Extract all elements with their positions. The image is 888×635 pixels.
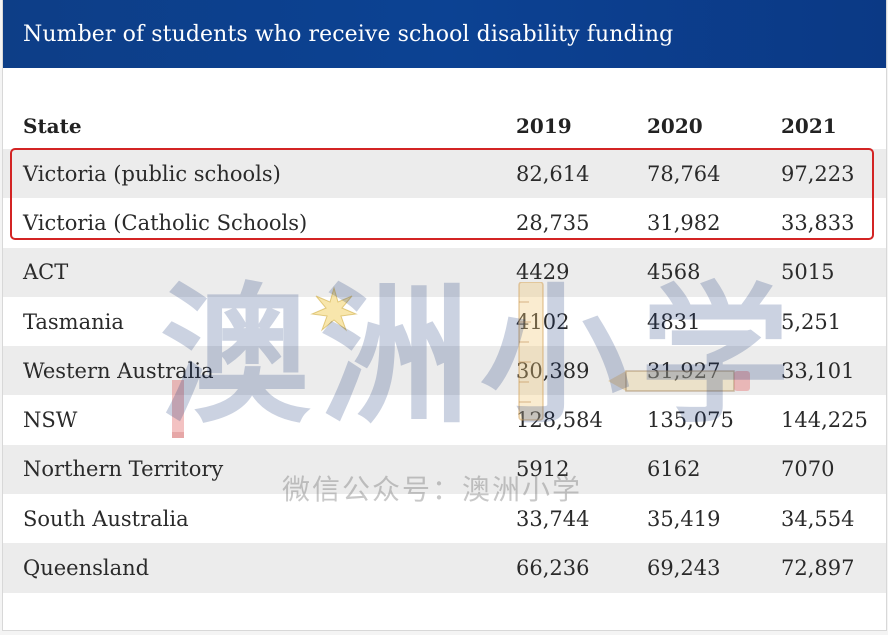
table-row: ACT 4429 4568 5015 (3, 247, 886, 297)
cell-2021: 72,897 (781, 543, 886, 593)
header-row: State 2019 2020 2021 (3, 103, 886, 149)
cell-state: Northern Territory (3, 444, 516, 495)
cell-2020: 78,764 (647, 149, 781, 199)
header-state: State (23, 114, 82, 138)
cell-2021: 144,225 (781, 395, 886, 445)
cell-2021: 33,101 (781, 346, 886, 396)
cell-2019: 5912 (516, 444, 647, 495)
cell-state: South Australia (3, 494, 516, 544)
cell-state: Queensland (3, 543, 516, 593)
cell-2021: 5,251 (781, 296, 886, 347)
table-row: South Australia 33,744 35,419 34,554 (3, 494, 886, 544)
cell-state: ACT (3, 247, 516, 297)
table-title: Number of students who receive school di… (3, 0, 886, 68)
cell-state: Victoria (public schools) (3, 149, 516, 199)
cell-2021: 34,554 (781, 494, 886, 544)
table-row: Victoria (Catholic Schools) 28,735 31,98… (3, 198, 886, 248)
cell-2021: 7070 (781, 444, 886, 495)
cell-2020: 6162 (647, 444, 781, 495)
cell-2019: 82,614 (516, 149, 647, 199)
table-row: Queensland 66,236 69,243 72,897 (3, 543, 886, 593)
cell-2019: 30,389 (516, 346, 647, 396)
cell-2019: 4429 (516, 247, 647, 297)
funding-table: State 2019 2020 2021 Victoria (public sc… (3, 103, 886, 593)
cell-2019: 4102 (516, 296, 647, 347)
table-row: Victoria (public schools) 82,614 78,764 … (3, 149, 886, 199)
cell-2021: 97,223 (781, 149, 886, 199)
cell-state: Tasmania (3, 296, 516, 347)
table-title-text: Number of students who receive school di… (23, 21, 674, 47)
header-2021: 2021 (781, 114, 837, 138)
cell-2021: 33,833 (781, 198, 886, 248)
cell-2019: 128,584 (516, 395, 647, 445)
table-row: NSW 128,584 135,075 144,225 (3, 395, 886, 445)
cell-2020: 135,075 (647, 395, 781, 445)
cell-2019: 66,236 (516, 543, 647, 593)
cell-2019: 33,744 (516, 494, 647, 544)
cell-state: Victoria (Catholic Schools) (3, 198, 516, 248)
cell-state: Western Australia (3, 346, 516, 396)
cell-2020: 4568 (647, 247, 781, 297)
cell-2020: 31,982 (647, 198, 781, 248)
table-row: Tasmania 4102 4831 5,251 (3, 296, 886, 347)
cell-2020: 35,419 (647, 494, 781, 544)
header-2020: 2020 (647, 114, 703, 138)
cell-2020: 4831 (647, 296, 781, 347)
cell-2020: 31,927 (647, 346, 781, 396)
cell-2019: 28,735 (516, 198, 647, 248)
cell-2021: 5015 (781, 247, 886, 297)
table-row: Northern Territory 5912 6162 7070 (3, 444, 886, 495)
cell-state: NSW (3, 395, 516, 445)
cell-2020: 69,243 (647, 543, 781, 593)
header-2019: 2019 (516, 114, 572, 138)
table-row: Western Australia 30,389 31,927 33,101 (3, 346, 886, 396)
